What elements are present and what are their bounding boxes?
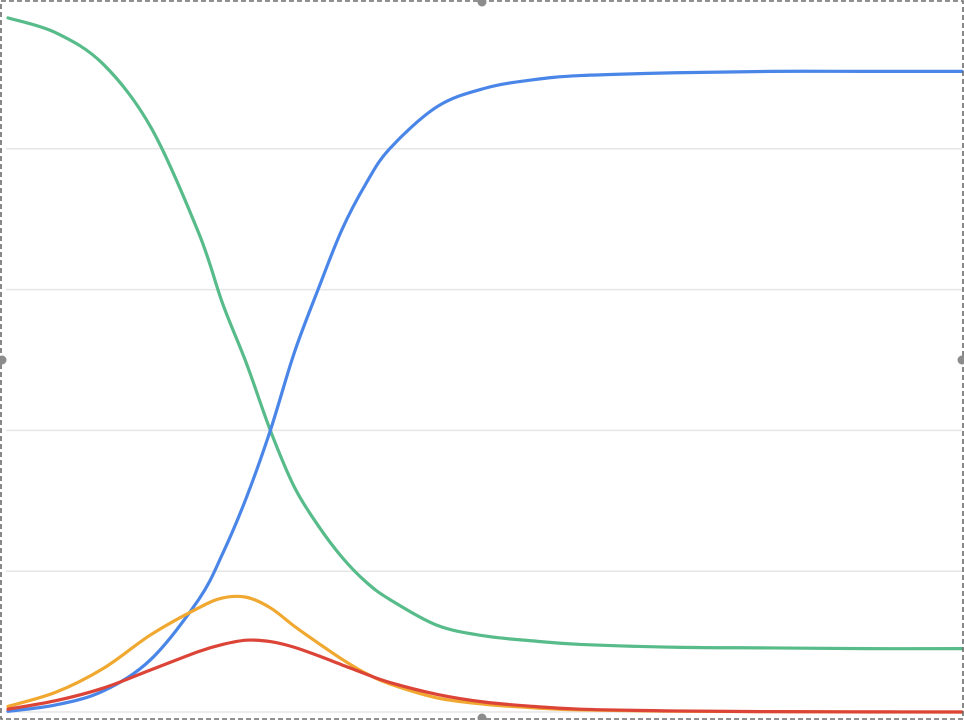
resize-handle-bottom[interactable]: [477, 713, 487, 720]
resize-handle-right[interactable]: [957, 355, 964, 365]
series-line-blue[interactable]: [6, 69, 964, 713]
resize-handle-left[interactable]: [0, 355, 7, 365]
series-line-orange[interactable]: [6, 594, 964, 714]
gridlines: [6, 148, 962, 713]
series-lines: [6, 16, 964, 714]
series-line-red[interactable]: [6, 638, 964, 714]
resize-handle-top[interactable]: [477, 0, 487, 7]
series-line-green[interactable]: [6, 16, 964, 651]
